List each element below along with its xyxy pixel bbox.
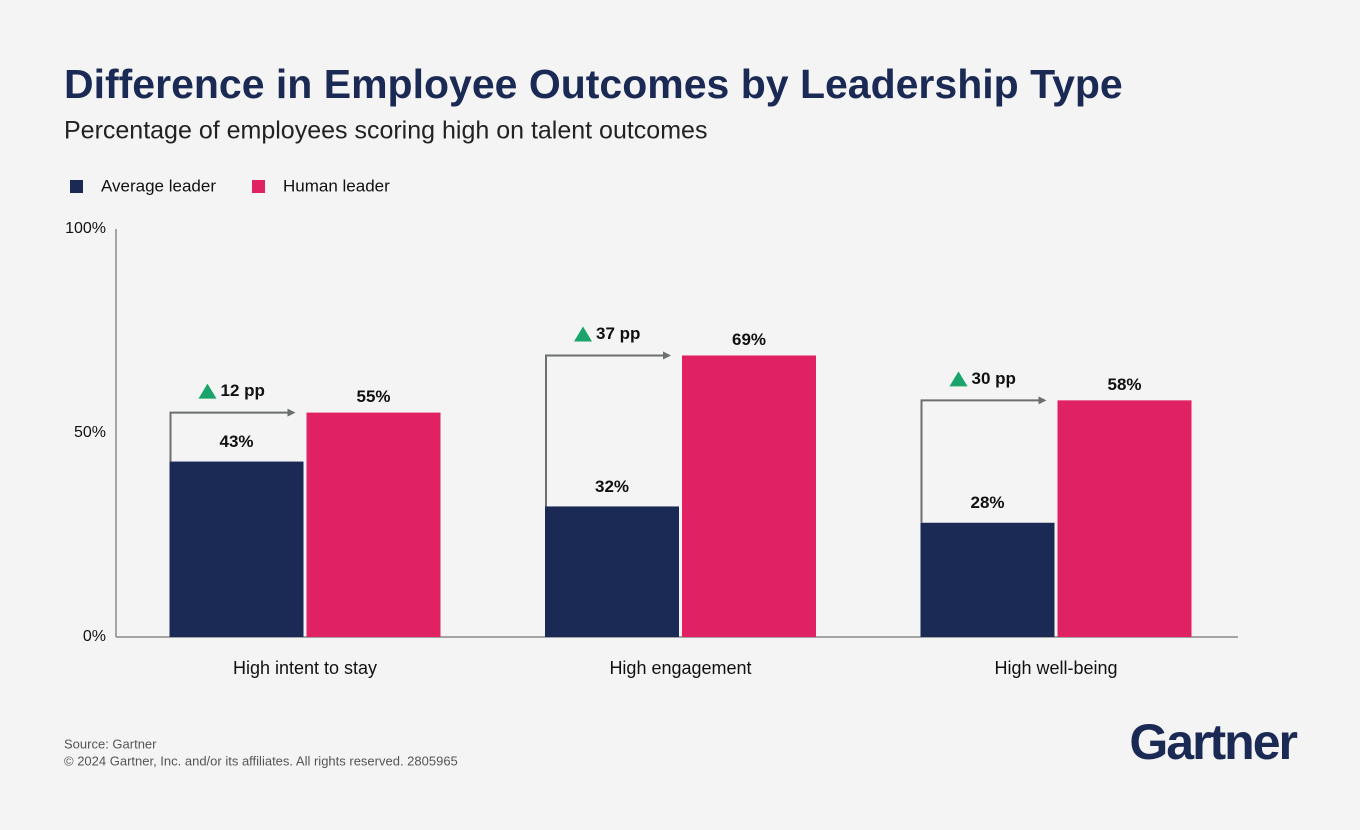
- value-label: 28%: [970, 493, 1004, 512]
- legend-swatch: [70, 180, 83, 193]
- source: Source: Gartner: [64, 736, 157, 751]
- value-label: 69%: [732, 330, 766, 349]
- value-label: 43%: [219, 432, 253, 451]
- legend-swatch: [252, 180, 265, 193]
- difference-label: 30 pp: [972, 369, 1016, 388]
- value-label: 32%: [595, 477, 629, 496]
- copyright: © 2024 Gartner, Inc. and/or its affiliat…: [64, 753, 458, 768]
- chart-subtitle: Percentage of employees scoring high on …: [64, 117, 707, 145]
- bar: [1057, 400, 1192, 637]
- logo: Gartner: [1129, 714, 1297, 770]
- legend-label: Human leader: [283, 176, 390, 195]
- y-tick-label: 100%: [65, 220, 106, 237]
- difference-arrow: [169, 408, 296, 462]
- bar: [306, 412, 441, 637]
- difference-label: 37 pp: [596, 324, 640, 343]
- up-triangle: [574, 326, 592, 342]
- y-tick-label: 0%: [83, 628, 106, 645]
- difference-arrow: [920, 396, 1047, 523]
- legend-label: Average leader: [101, 176, 216, 195]
- x-tick-label: High intent to stay: [233, 658, 377, 678]
- bar: [545, 506, 679, 637]
- value-label: 55%: [356, 387, 390, 406]
- bar: [169, 461, 304, 637]
- x-tick-label: High engagement: [609, 658, 751, 678]
- up-triangle: [949, 371, 968, 387]
- up-triangle: [198, 383, 217, 399]
- difference-arrow: [545, 351, 671, 507]
- value-label: 58%: [1107, 375, 1141, 394]
- bar: [920, 522, 1055, 637]
- chart-title: Difference in Employee Outcomes by Leade…: [64, 61, 1123, 107]
- difference-label: 12 pp: [221, 381, 265, 400]
- bar: [682, 355, 816, 637]
- x-tick-label: High well-being: [994, 658, 1117, 678]
- y-tick-label: 50%: [74, 424, 106, 441]
